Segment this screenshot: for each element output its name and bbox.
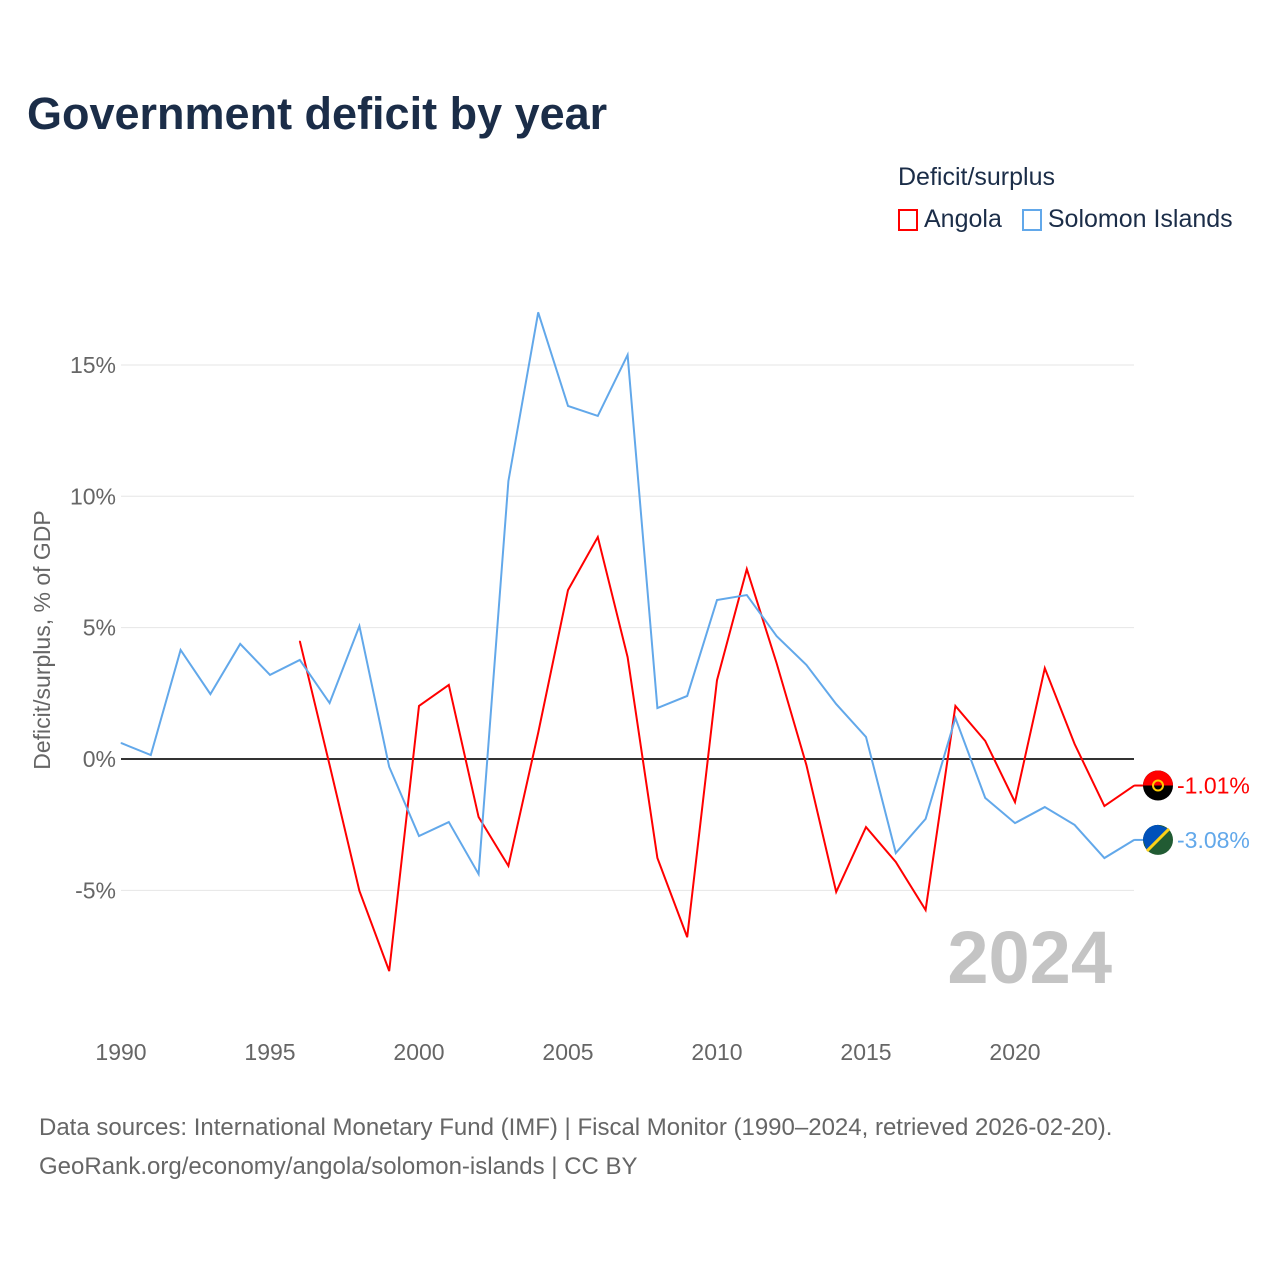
data-point (925, 818, 927, 820)
data-point (507, 865, 509, 867)
data-point (805, 764, 807, 766)
data-point (984, 740, 986, 742)
data-point (597, 415, 599, 417)
data-point (418, 835, 420, 837)
data-point (567, 405, 569, 407)
data-point (507, 480, 509, 482)
data-point (478, 873, 480, 875)
angola-flag-top (1143, 770, 1173, 786)
data-point (209, 693, 211, 695)
legend-swatch-angola (898, 208, 918, 231)
data-point (239, 643, 241, 645)
solomon-flag-blue (1143, 824, 1169, 851)
data-point (686, 936, 688, 938)
chart-title: Government deficit by year (27, 88, 608, 139)
legend: Angola Solomon Islands (898, 205, 1253, 234)
data-point (180, 649, 182, 651)
data-point (835, 891, 837, 893)
data-point (954, 705, 956, 707)
data-point (388, 970, 390, 972)
data-point (150, 754, 152, 756)
y-tick-label: 15% (70, 352, 116, 378)
legend-label: Angola (924, 205, 1002, 233)
y-tick-label: 5% (83, 615, 116, 641)
data-point (418, 705, 420, 707)
data-point (716, 599, 718, 601)
data-point (448, 684, 450, 686)
y-axis-label: Deficit/surplus, % of GDP (29, 510, 55, 769)
data-point (1074, 743, 1076, 745)
y-tick-label: 10% (70, 483, 116, 509)
end-value-label: -1.01% (1177, 773, 1250, 799)
data-point (120, 742, 122, 744)
data-point (895, 861, 897, 863)
y-tick-label: 0% (83, 746, 116, 772)
data-point (1103, 805, 1105, 807)
legend-label: Solomon Islands (1047, 205, 1233, 233)
year-watermark: 2024 (947, 916, 1112, 999)
source-note: Data sources: International Monetary Fun… (39, 1108, 1112, 1186)
data-point (895, 852, 897, 854)
data-point (299, 640, 301, 642)
x-tick-label: 2015 (840, 1039, 891, 1065)
data-point (597, 536, 599, 538)
solomon-flag-stripe (1145, 827, 1171, 852)
data-point (656, 857, 658, 859)
data-point (746, 568, 748, 570)
source-line-2[interactable]: GeoRank.org/economy/angola/solomon-islan… (39, 1153, 638, 1180)
data-point (537, 732, 539, 734)
data-point (776, 662, 778, 664)
x-tick-label: 1990 (95, 1039, 146, 1065)
data-point (269, 674, 271, 676)
data-point (656, 707, 658, 709)
data-point (448, 821, 450, 823)
angola-flag-emblem (1152, 779, 1164, 792)
x-tick-label: 2020 (989, 1039, 1040, 1065)
data-point (299, 659, 301, 661)
data-point (865, 736, 867, 738)
data-point (1044, 667, 1046, 669)
x-tick-label: 2010 (691, 1039, 742, 1065)
x-tick-label: 1995 (244, 1039, 295, 1065)
data-point (865, 826, 867, 828)
data-point (537, 311, 539, 313)
series-line-solomon-islands (120, 312, 1135, 878)
data-point (388, 766, 390, 768)
data-point (627, 354, 629, 356)
data-point (984, 797, 986, 799)
data-point (329, 702, 331, 704)
data-point (627, 656, 629, 658)
data-point (746, 594, 748, 596)
data-point (925, 909, 927, 911)
data-point (716, 679, 718, 681)
legend-item-solomon-islands[interactable]: Solomon Islands (1021, 205, 1233, 234)
data-point (358, 625, 360, 627)
source-line-1: Data sources: International Monetary Fun… (39, 1114, 1113, 1141)
legend-item-angola[interactable]: Angola (898, 205, 1002, 234)
data-point (954, 717, 956, 719)
y-tick-label: -5% (75, 877, 116, 903)
data-point (1044, 806, 1046, 808)
data-point (329, 764, 331, 766)
legend-title: Deficit/surplus (898, 163, 1055, 191)
data-point (805, 664, 807, 666)
end-value-label: -3.08% (1177, 827, 1250, 853)
data-point (478, 816, 480, 818)
data-point (567, 589, 569, 591)
data-point (1014, 822, 1016, 824)
data-point (686, 695, 688, 697)
x-tick-label: 2005 (542, 1039, 593, 1065)
data-point (1103, 857, 1105, 859)
x-tick-label: 2000 (393, 1039, 444, 1065)
data-point (835, 703, 837, 705)
data-point (1074, 824, 1076, 826)
data-point (1014, 801, 1016, 803)
legend-swatch-solomon-islands (1021, 208, 1042, 231)
data-point (776, 635, 778, 637)
data-point (358, 890, 360, 892)
